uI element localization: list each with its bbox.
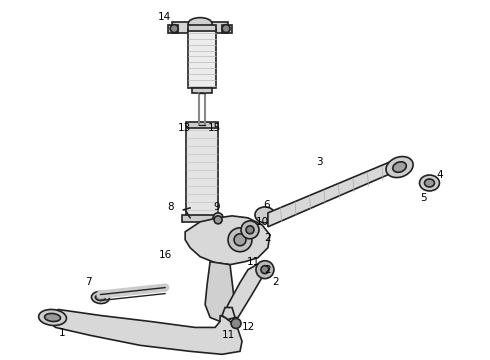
Ellipse shape bbox=[255, 207, 275, 223]
Polygon shape bbox=[222, 262, 268, 319]
Text: 9: 9 bbox=[214, 202, 220, 212]
Polygon shape bbox=[172, 22, 228, 32]
Text: 10: 10 bbox=[255, 217, 269, 227]
Ellipse shape bbox=[96, 294, 105, 301]
Ellipse shape bbox=[39, 310, 67, 325]
Polygon shape bbox=[49, 310, 242, 354]
Ellipse shape bbox=[213, 213, 223, 223]
Ellipse shape bbox=[188, 18, 212, 30]
Text: 8: 8 bbox=[167, 202, 173, 212]
Polygon shape bbox=[222, 24, 232, 32]
Text: 15: 15 bbox=[207, 123, 220, 133]
Ellipse shape bbox=[45, 314, 60, 321]
Text: 11: 11 bbox=[246, 257, 260, 267]
Text: 2: 2 bbox=[272, 276, 279, 287]
Ellipse shape bbox=[393, 162, 406, 172]
Polygon shape bbox=[188, 24, 216, 31]
Ellipse shape bbox=[261, 266, 269, 274]
Text: 6: 6 bbox=[264, 200, 270, 210]
Ellipse shape bbox=[419, 175, 440, 191]
Polygon shape bbox=[268, 162, 390, 227]
Ellipse shape bbox=[228, 228, 252, 252]
Polygon shape bbox=[185, 216, 270, 265]
Text: 16: 16 bbox=[159, 250, 172, 260]
Ellipse shape bbox=[246, 226, 254, 234]
Polygon shape bbox=[186, 122, 218, 128]
Text: 14: 14 bbox=[158, 12, 171, 22]
Text: 1: 1 bbox=[59, 328, 66, 338]
Text: 7: 7 bbox=[85, 276, 92, 287]
Polygon shape bbox=[192, 88, 212, 93]
Ellipse shape bbox=[92, 292, 109, 303]
Polygon shape bbox=[182, 215, 222, 222]
Text: 2: 2 bbox=[265, 265, 271, 275]
Ellipse shape bbox=[214, 216, 222, 224]
Ellipse shape bbox=[222, 24, 230, 32]
Polygon shape bbox=[188, 28, 216, 88]
Polygon shape bbox=[186, 125, 218, 218]
Polygon shape bbox=[222, 307, 235, 319]
Text: 13: 13 bbox=[177, 123, 191, 133]
Ellipse shape bbox=[170, 24, 178, 32]
Text: 3: 3 bbox=[317, 157, 323, 167]
Polygon shape bbox=[205, 262, 235, 321]
Ellipse shape bbox=[231, 319, 241, 328]
Ellipse shape bbox=[424, 179, 435, 187]
Ellipse shape bbox=[256, 261, 274, 279]
Ellipse shape bbox=[234, 234, 246, 246]
Polygon shape bbox=[168, 24, 178, 32]
Ellipse shape bbox=[386, 157, 413, 177]
Ellipse shape bbox=[241, 221, 259, 239]
Text: 4: 4 bbox=[436, 170, 443, 180]
Text: 11: 11 bbox=[221, 330, 235, 341]
Text: 2: 2 bbox=[265, 233, 271, 243]
Text: 5: 5 bbox=[420, 193, 427, 203]
Text: 12: 12 bbox=[242, 323, 255, 332]
